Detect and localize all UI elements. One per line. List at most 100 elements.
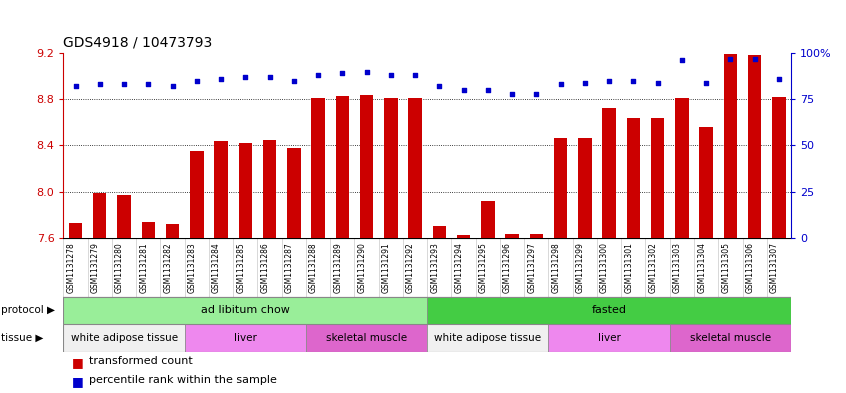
Text: GSM1131303: GSM1131303 xyxy=(673,242,682,294)
Text: ■: ■ xyxy=(72,356,84,369)
Text: GSM1131294: GSM1131294 xyxy=(454,242,464,293)
Bar xyxy=(214,141,228,238)
Bar xyxy=(505,234,519,238)
Bar xyxy=(141,222,155,238)
Text: GSM1131282: GSM1131282 xyxy=(163,242,173,293)
Text: GSM1131287: GSM1131287 xyxy=(285,242,294,293)
Text: GSM1131292: GSM1131292 xyxy=(406,242,415,293)
Point xyxy=(432,83,446,90)
Text: liver: liver xyxy=(597,333,621,343)
Bar xyxy=(69,223,82,238)
Bar xyxy=(602,108,616,238)
Text: GSM1131301: GSM1131301 xyxy=(624,242,634,293)
Bar xyxy=(670,324,791,352)
Bar xyxy=(432,226,446,238)
Point xyxy=(675,57,689,64)
Text: GSM1131307: GSM1131307 xyxy=(770,242,779,294)
Text: ■: ■ xyxy=(72,375,84,388)
Bar xyxy=(700,127,713,238)
Text: percentile rank within the sample: percentile rank within the sample xyxy=(89,375,277,385)
Bar xyxy=(481,201,495,238)
Text: GSM1131285: GSM1131285 xyxy=(236,242,245,293)
Text: GSM1131306: GSM1131306 xyxy=(745,242,755,294)
Point xyxy=(554,81,568,88)
Bar xyxy=(63,324,184,352)
Point xyxy=(481,87,495,93)
Text: skeletal muscle: skeletal muscle xyxy=(689,333,771,343)
Bar xyxy=(63,297,427,324)
Point xyxy=(700,79,713,86)
Text: fasted: fasted xyxy=(591,305,627,316)
Bar xyxy=(287,148,300,238)
Bar xyxy=(627,118,640,238)
Text: white adipose tissue: white adipose tissue xyxy=(434,333,541,343)
Text: transformed count: transformed count xyxy=(89,356,193,365)
Bar xyxy=(675,98,689,238)
Bar xyxy=(457,235,470,238)
Point xyxy=(578,79,591,86)
Text: GSM1131298: GSM1131298 xyxy=(552,242,561,293)
Text: GSM1131295: GSM1131295 xyxy=(479,242,488,293)
Point xyxy=(360,68,373,75)
Bar xyxy=(118,195,131,238)
Bar xyxy=(239,143,252,238)
Bar xyxy=(184,324,306,352)
Text: GSM1131281: GSM1131281 xyxy=(140,242,148,293)
Text: GSM1131286: GSM1131286 xyxy=(261,242,270,293)
Point xyxy=(336,70,349,77)
Bar xyxy=(306,324,427,352)
Bar xyxy=(311,98,325,238)
Bar xyxy=(748,55,761,238)
Text: GSM1131300: GSM1131300 xyxy=(600,242,609,294)
Point xyxy=(384,72,398,78)
Point xyxy=(457,87,470,93)
Bar xyxy=(360,95,373,238)
Text: GSM1131304: GSM1131304 xyxy=(697,242,706,294)
Bar xyxy=(409,98,422,238)
Bar xyxy=(166,224,179,238)
Point xyxy=(69,83,82,90)
Bar xyxy=(548,324,670,352)
Text: GSM1131280: GSM1131280 xyxy=(115,242,124,293)
Text: GSM1131297: GSM1131297 xyxy=(527,242,536,293)
Text: GSM1131279: GSM1131279 xyxy=(91,242,100,293)
Bar xyxy=(530,234,543,238)
Bar xyxy=(190,151,204,238)
Point xyxy=(602,78,616,84)
Point xyxy=(190,78,204,84)
Bar xyxy=(772,97,786,238)
Point xyxy=(214,76,228,82)
Text: tissue ▶: tissue ▶ xyxy=(1,333,43,343)
Bar xyxy=(554,138,568,238)
Point xyxy=(772,76,786,82)
Text: GSM1131302: GSM1131302 xyxy=(649,242,657,293)
Point xyxy=(627,78,640,84)
Text: skeletal muscle: skeletal muscle xyxy=(326,333,407,343)
Point xyxy=(530,90,543,97)
Point xyxy=(505,90,519,97)
Point xyxy=(239,74,252,80)
Text: GSM1131288: GSM1131288 xyxy=(309,242,318,293)
Bar xyxy=(427,324,548,352)
Point xyxy=(311,72,325,78)
Text: GSM1131291: GSM1131291 xyxy=(382,242,391,293)
Text: GSM1131283: GSM1131283 xyxy=(188,242,197,293)
Point xyxy=(118,81,131,88)
Point xyxy=(748,55,761,62)
Text: GDS4918 / 10473793: GDS4918 / 10473793 xyxy=(63,35,212,49)
Text: GSM1131293: GSM1131293 xyxy=(431,242,439,293)
Text: GSM1131305: GSM1131305 xyxy=(722,242,730,294)
Point xyxy=(723,55,737,62)
Point xyxy=(651,79,664,86)
Point xyxy=(93,81,107,88)
Bar xyxy=(336,96,349,238)
Text: white adipose tissue: white adipose tissue xyxy=(70,333,178,343)
Point xyxy=(263,74,277,80)
Point xyxy=(166,83,179,90)
Point xyxy=(409,72,422,78)
Bar xyxy=(427,297,791,324)
Bar xyxy=(578,138,591,238)
Bar xyxy=(93,193,107,238)
Bar xyxy=(263,140,277,238)
Text: ad libitum chow: ad libitum chow xyxy=(201,305,290,316)
